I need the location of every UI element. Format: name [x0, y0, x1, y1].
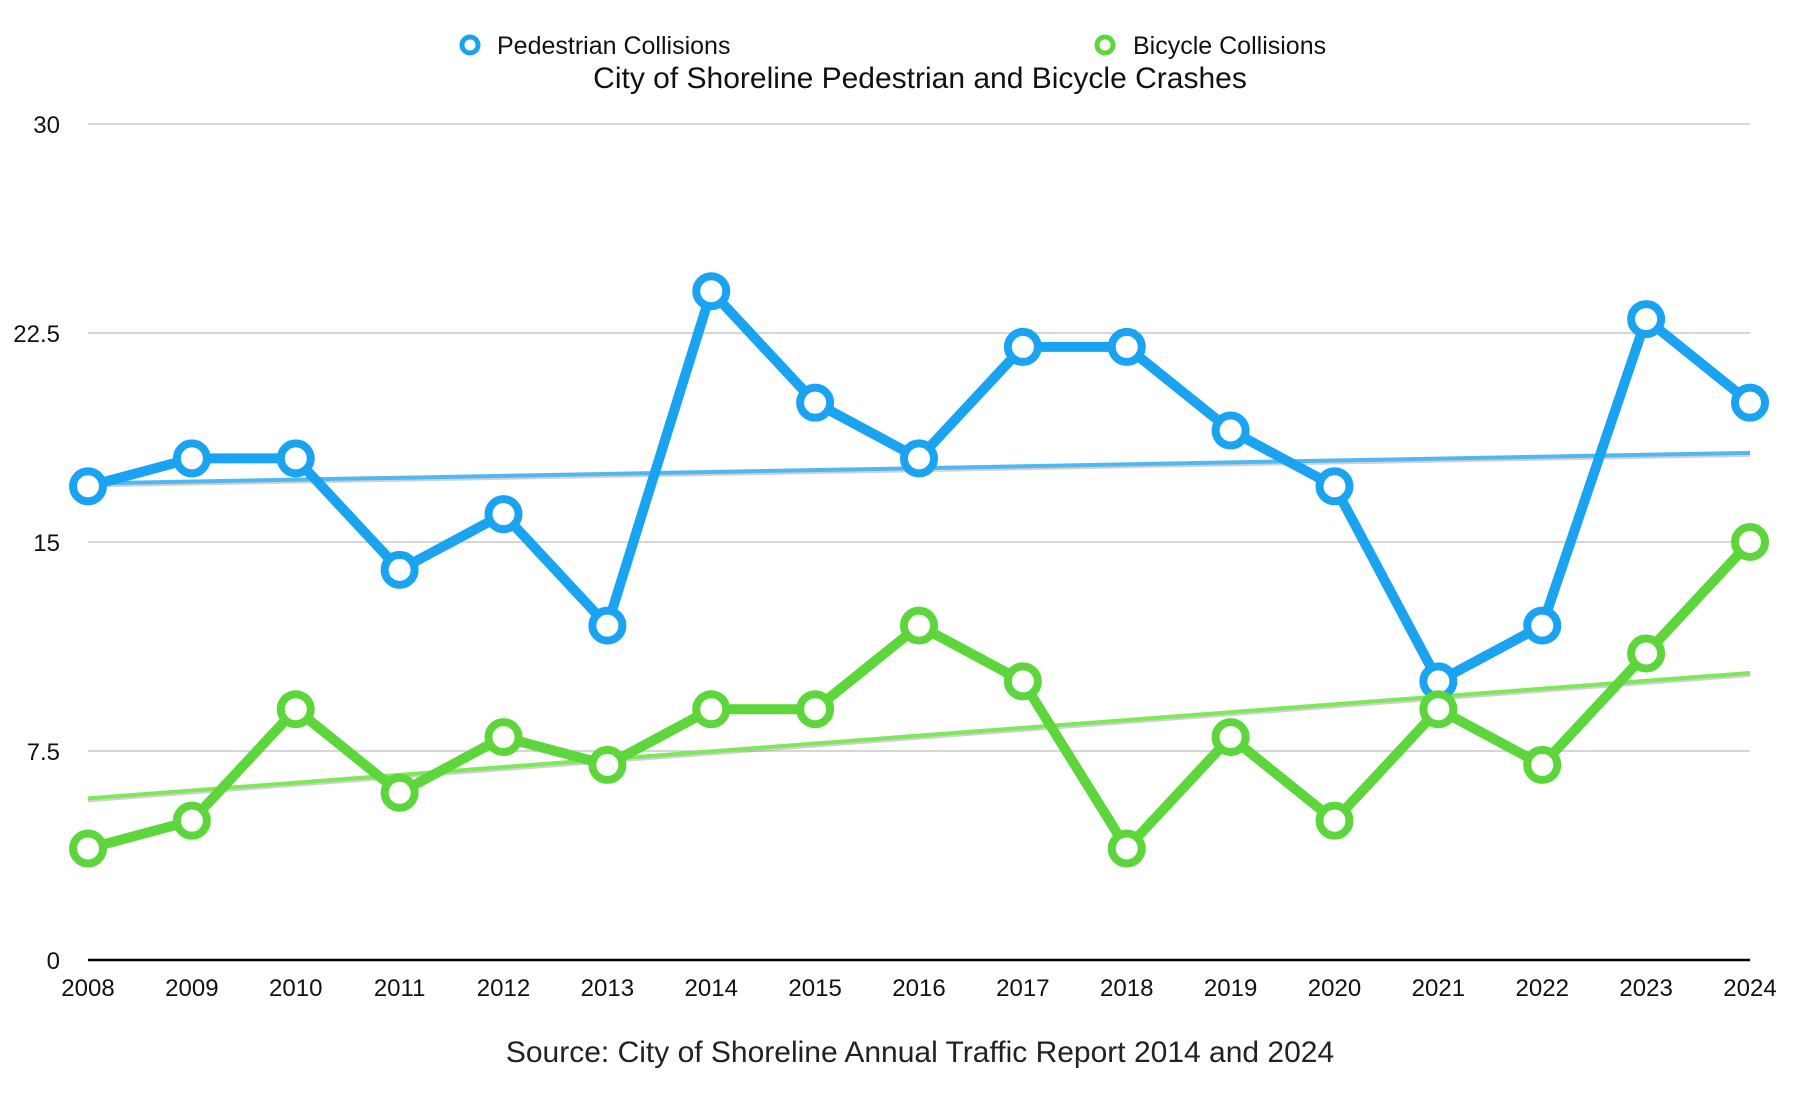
x-tick-label: 2021: [1412, 975, 1465, 1002]
data-point-pedestrian[interactable]: [1211, 411, 1250, 450]
data-point-bicycle[interactable]: [380, 773, 419, 812]
x-axis-ticks: 2008 2009 2010 2011 2012 2013 2014 2015 2016 2017…: [61, 975, 1776, 1002]
data-point-bicycle[interactable]: [588, 745, 627, 784]
data-point-bicycle[interactable]: [692, 690, 731, 729]
data-point-pedestrian[interactable]: [900, 439, 938, 478]
data-point-pedestrian[interactable]: [1523, 606, 1562, 645]
data-point-bicycle[interactable]: [276, 690, 315, 729]
data-point-pedestrian[interactable]: [1107, 327, 1146, 366]
y-axis-ticks: 0 7.5 15 22.5 30: [13, 112, 60, 975]
x-tick-label: 2014: [685, 975, 738, 1002]
data-point-pedestrian[interactable]: [380, 550, 419, 589]
x-tick-label: 2013: [581, 975, 634, 1002]
data-point-pedestrian[interactable]: [588, 606, 627, 645]
x-tick-label: 2010: [269, 975, 322, 1002]
legend-label-pedestrian: Pedestrian Collisions: [497, 32, 730, 60]
data-point-bicycle[interactable]: [172, 801, 211, 840]
data-point-pedestrian[interactable]: [692, 272, 731, 311]
x-tick-label: 2016: [892, 975, 945, 1002]
data-point-bicycle[interactable]: [1315, 801, 1354, 840]
x-tick-label: 2020: [1308, 975, 1361, 1002]
data-point-bicycle[interactable]: [1731, 523, 1769, 561]
x-tick-label: 2022: [1516, 975, 1569, 1002]
legend-marker-pedestrian: [459, 34, 481, 56]
data-markers: [69, 272, 1769, 868]
x-tick-label: 2019: [1204, 975, 1257, 1002]
data-point-pedestrian[interactable]: [1627, 300, 1666, 339]
data-point-bicycle[interactable]: [900, 606, 938, 645]
legend-label-bicycle: Bicycle Collisions: [1133, 32, 1326, 60]
data-point-pedestrian[interactable]: [1003, 327, 1042, 366]
data-point-bicycle[interactable]: [1523, 745, 1562, 784]
data-point-bicycle[interactable]: [1627, 634, 1666, 673]
legend: Pedestrian Collisions Bicycle Collisions: [459, 32, 1326, 60]
y-tick-label: 0: [47, 948, 60, 975]
y-tick-label: 7.5: [27, 739, 60, 766]
data-point-pedestrian[interactable]: [276, 439, 315, 478]
data-point-pedestrian[interactable]: [172, 439, 211, 478]
chart-title: City of Shoreline Pedestrian and Bicycle…: [593, 62, 1247, 95]
data-point-bicycle[interactable]: [796, 690, 835, 729]
data-point-pedestrian[interactable]: [1731, 383, 1769, 422]
series-lines: [83, 286, 1755, 854]
x-tick-label: 2012: [477, 975, 530, 1002]
data-point-pedestrian[interactable]: [796, 383, 835, 422]
x-tick-label: 2009: [165, 975, 218, 1002]
y-tick-label: 30: [33, 112, 60, 139]
data-point-bicycle[interactable]: [1211, 718, 1250, 757]
x-tick-label: 2018: [1100, 975, 1153, 1002]
legend-marker-bicycle: [1094, 34, 1116, 56]
data-point-bicycle[interactable]: [1419, 690, 1458, 729]
x-tick-label: 2024: [1723, 975, 1776, 1002]
legend-item-pedestrian[interactable]: Pedestrian Collisions: [459, 32, 730, 60]
x-tick-label: 2015: [788, 975, 841, 1002]
x-tick-label: 2017: [996, 975, 1049, 1002]
trendline-bicycle: [87, 670, 1751, 801]
x-tick-label: 2008: [61, 975, 114, 1002]
data-point-pedestrian[interactable]: [484, 495, 523, 534]
y-tick-label: 22.5: [13, 321, 60, 348]
legend-item-bicycle[interactable]: Bicycle Collisions: [1094, 32, 1326, 60]
data-point-bicycle[interactable]: [1003, 662, 1042, 701]
source-note: Source: City of Shoreline Annual Traffic…: [506, 1036, 1334, 1069]
data-point-bicycle[interactable]: [1107, 829, 1146, 868]
y-tick-label: 15: [33, 530, 60, 557]
x-tick-label: 2023: [1619, 975, 1672, 1002]
data-point-bicycle[interactable]: [69, 829, 107, 868]
data-point-pedestrian[interactable]: [69, 467, 107, 506]
x-tick-label: 2011: [374, 975, 426, 1002]
data-point-pedestrian[interactable]: [1315, 467, 1354, 506]
data-point-bicycle[interactable]: [484, 718, 523, 757]
grid-lines: [88, 123, 1750, 752]
